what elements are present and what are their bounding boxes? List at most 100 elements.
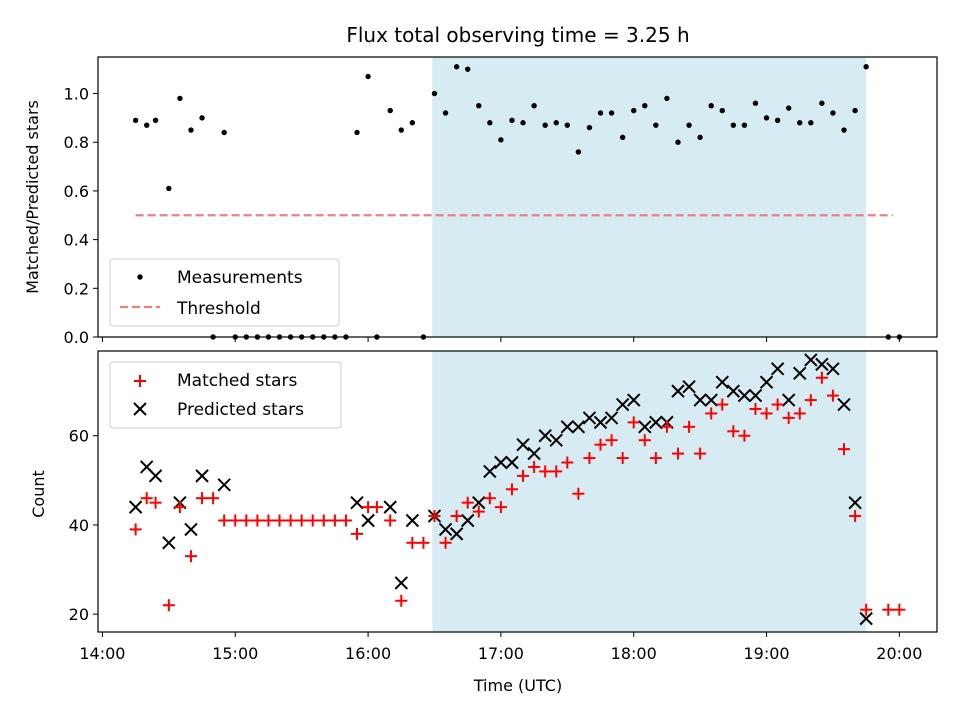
count-axes: 20 40 60 14:00 15:00 16:00 17:00 18:00 19:00 20:0… — [69, 350, 938, 663]
count-y-tick-label: 60 — [69, 427, 89, 446]
predicted-star-stroke — [770, 362, 785, 376]
predicted-star-stroke — [449, 527, 464, 541]
predicted-star-point — [726, 384, 741, 398]
x-tick-label: 20:00 — [876, 644, 922, 663]
matched-star-point — [882, 603, 895, 616]
count-plot-frame — [97, 350, 938, 633]
measurement-point — [553, 120, 559, 126]
measurement-point — [653, 122, 659, 128]
predicted-star-point — [826, 362, 840, 376]
matched-star-point — [339, 514, 352, 527]
count-panel: 20 40 60 14:00 15:00 16:00 17:00 18:00 19:00 20:0… — [29, 350, 938, 695]
x-tick-label: 14:00 — [79, 644, 125, 663]
predicted-star-point — [549, 433, 563, 447]
predicted-star-stroke — [460, 513, 475, 528]
measurement-point — [453, 64, 460, 70]
predicted-star-point — [638, 420, 652, 434]
count-y-tick-label: 40 — [69, 516, 89, 535]
measurement-point — [564, 122, 571, 128]
matched-star-point — [782, 411, 795, 424]
measurement-point — [697, 134, 703, 141]
matched-star-point — [605, 434, 618, 447]
measurement-point — [476, 102, 482, 109]
x-axis-label: Time (UTC) — [473, 676, 562, 695]
predicted-star-stroke — [162, 536, 176, 550]
matched-star-point — [149, 496, 162, 509]
measurement-point — [487, 120, 493, 126]
measurement-point — [852, 107, 858, 114]
measurement-point — [177, 95, 183, 102]
predicted-star-point — [350, 495, 364, 510]
predicted-star-point — [671, 384, 685, 398]
predicted-star-stroke — [582, 411, 597, 425]
measurement-point — [586, 124, 593, 131]
legend-predicted-label: Predicted stars — [177, 400, 304, 420]
measurement-point — [608, 110, 615, 116]
matched-star-point — [539, 465, 552, 478]
chart-title: Flux total observing time = 3.25 h — [346, 23, 689, 47]
predicted-star-stroke — [737, 388, 752, 403]
predicted-star-point — [748, 388, 763, 403]
predicted-star-stroke — [560, 420, 575, 434]
predicted-star-stroke — [715, 375, 729, 389]
predicted-star-point — [383, 500, 397, 514]
measurement-point — [365, 73, 371, 80]
x-tick-label: 17:00 — [478, 644, 524, 663]
predicted-star-stroke — [527, 446, 541, 461]
predicted-star-stroke — [726, 384, 741, 398]
measurement-point — [830, 110, 836, 116]
ratio-y-tick-label: 0.4 — [64, 231, 89, 250]
matched-star-point — [671, 447, 684, 460]
predicted-star-point — [460, 513, 475, 528]
predicted-star-stroke — [826, 362, 840, 376]
legend-matched-marker — [134, 375, 146, 387]
predicted-star-point — [405, 513, 420, 528]
ratio-y-tick-label: 0.6 — [64, 182, 89, 201]
matched-star-point — [483, 492, 496, 505]
matched-star-point — [528, 460, 541, 473]
measurement-point — [442, 110, 449, 116]
measurement-point — [619, 134, 626, 141]
legend-threshold-label: Threshold — [176, 299, 261, 319]
predicted-star-stroke — [781, 393, 796, 407]
predicted-star-stroke — [848, 495, 862, 510]
matched-star-point — [815, 371, 828, 384]
matched-star-point — [760, 407, 773, 420]
measurement-point — [152, 117, 159, 124]
predicted-star-stroke — [483, 464, 497, 479]
matched-star-point — [694, 447, 707, 460]
predicted-star-point — [361, 513, 375, 528]
predicted-star-stroke — [638, 420, 652, 434]
measurement-point — [575, 149, 582, 155]
matched-star-point — [417, 536, 430, 549]
matched-star-point — [461, 496, 474, 509]
predicted-star-stroke — [505, 455, 519, 470]
predicted-star-point — [693, 393, 707, 407]
predicted-star-stroke — [217, 478, 231, 492]
matched-star-point — [494, 501, 507, 514]
matched-star-point — [594, 438, 607, 451]
matched-star-point — [395, 594, 408, 607]
predicted-star-point — [604, 411, 619, 425]
matched-star-point — [328, 514, 341, 527]
predicted-star-stroke — [859, 611, 873, 626]
matched-star-point — [306, 514, 319, 527]
matched-star-point — [262, 514, 275, 527]
matched-star-point — [893, 603, 906, 616]
matched-star-point — [406, 536, 419, 549]
matched-star-point — [196, 492, 209, 505]
measurement-point — [531, 102, 537, 109]
predicted-star-stroke — [759, 375, 774, 389]
ratio-axes: 0.0 0.2 0.4 0.6 0.8 1.0 — [64, 56, 938, 347]
count-points — [128, 353, 906, 626]
x-tick-label: 19:00 — [743, 644, 789, 663]
measurement-point — [719, 107, 725, 114]
measurement-point — [387, 107, 393, 114]
measurement-point — [542, 122, 548, 128]
predicted-star-point — [538, 429, 552, 443]
matched-star-point — [638, 434, 651, 447]
predicted-star-stroke — [383, 500, 397, 514]
predicted-star-stroke — [361, 513, 375, 528]
measurement-point — [631, 107, 637, 114]
